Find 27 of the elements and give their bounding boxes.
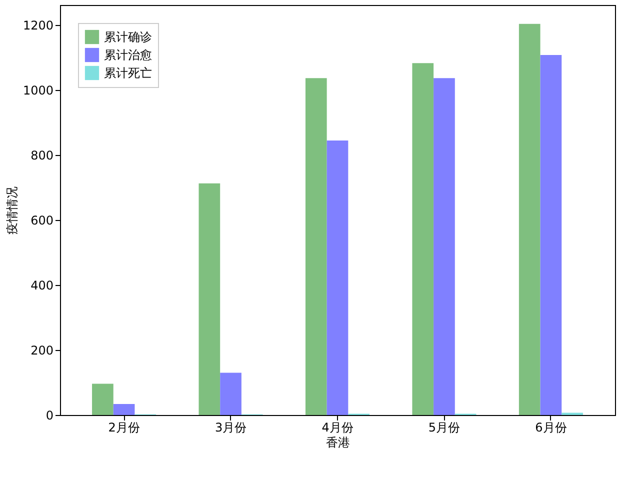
bar bbox=[92, 384, 114, 415]
bar bbox=[434, 78, 455, 415]
x-axis-title: 香港 bbox=[326, 436, 350, 450]
x-tick-label: 6月份 bbox=[535, 420, 567, 434]
y-tick-label: 1000 bbox=[22, 84, 54, 98]
y-tick-label: 0 bbox=[46, 408, 54, 422]
bar bbox=[220, 372, 242, 415]
y-tick-label: 400 bbox=[30, 278, 54, 293]
bar bbox=[113, 404, 135, 415]
x-tick-label: 5月份 bbox=[428, 420, 460, 434]
x-tick-label: 4月份 bbox=[322, 420, 354, 434]
x-tick-label: 3月份 bbox=[214, 420, 247, 434]
bar bbox=[326, 140, 348, 415]
legend-label: 累计治愈 bbox=[104, 48, 152, 62]
y-axis-title: 疫情情况 bbox=[4, 186, 19, 234]
y-tick-label: 1200 bbox=[22, 18, 54, 33]
bar bbox=[305, 78, 327, 415]
bar bbox=[518, 24, 540, 415]
bar bbox=[540, 55, 562, 415]
bar bbox=[198, 183, 220, 415]
y-tick-label: 800 bbox=[30, 148, 54, 163]
bar bbox=[412, 63, 434, 415]
x-tick-label: 2月份 bbox=[108, 420, 140, 434]
y-tick-label: 600 bbox=[30, 214, 54, 228]
y-tick-label: 200 bbox=[30, 344, 54, 358]
legend-label: 累计确诊 bbox=[104, 30, 152, 44]
legend-label: 累计死亡 bbox=[104, 66, 152, 80]
